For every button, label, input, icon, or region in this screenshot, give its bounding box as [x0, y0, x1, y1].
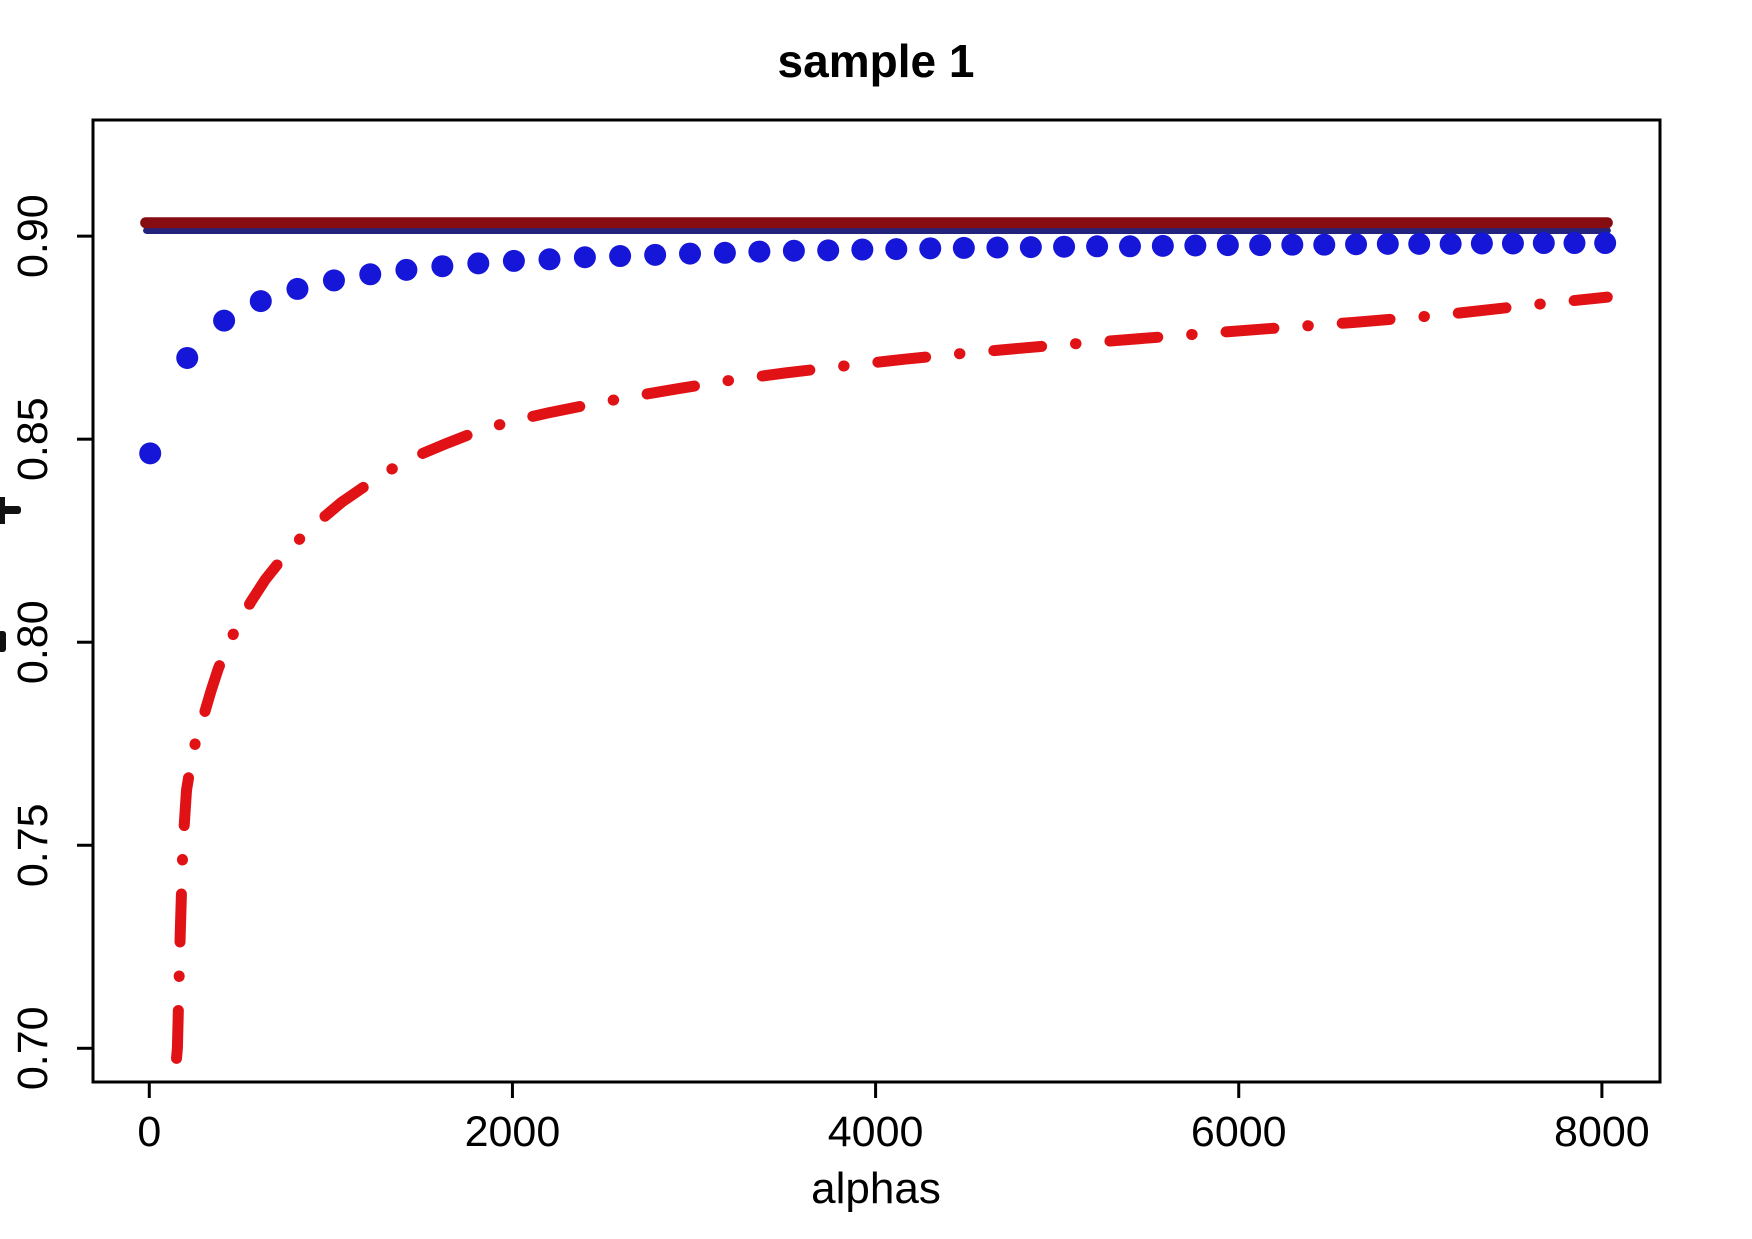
x-axis-title: alphas — [811, 1164, 941, 1213]
plot-box — [91, 118, 1662, 1084]
data-point — [885, 238, 908, 261]
data-point — [1563, 232, 1586, 255]
data-point — [1216, 234, 1239, 257]
data-point — [609, 245, 632, 268]
blue-estimate-points — [139, 232, 1617, 465]
x-axis-tick-label: 4000 — [828, 1108, 924, 1156]
data-point — [1439, 232, 1462, 255]
data-point — [1501, 232, 1524, 255]
data-point — [1532, 232, 1555, 255]
data-point — [1086, 235, 1109, 258]
data-point — [249, 290, 272, 313]
data-point — [573, 246, 596, 269]
data-point — [213, 309, 236, 332]
data-point — [1470, 232, 1493, 255]
data-point — [1249, 234, 1272, 257]
data-point — [644, 243, 667, 266]
x-axis-tick-label: 8000 — [1554, 1108, 1650, 1156]
red-dashdot-curve — [171, 291, 1613, 1064]
data-point — [679, 242, 702, 265]
x-axis-tick-label: 2000 — [465, 1108, 561, 1156]
data-point — [1053, 235, 1076, 258]
data-point — [1376, 232, 1399, 255]
data-point — [286, 277, 309, 300]
data-point — [713, 241, 736, 264]
y-axis-tick-label: 0.90 — [9, 194, 57, 278]
data-point — [919, 237, 942, 260]
data-point — [1345, 233, 1368, 256]
y-axis-tick-label: 0.85 — [9, 397, 57, 481]
y-axis-tick-label: 0.70 — [9, 1006, 57, 1090]
data-point — [1281, 233, 1304, 256]
data-point — [748, 240, 771, 263]
data-point — [395, 258, 418, 281]
data-point — [1408, 232, 1431, 255]
data-point — [467, 252, 490, 275]
y-axis-tick-label: 0.80 — [9, 600, 57, 684]
data-point — [322, 269, 345, 292]
data-point — [431, 255, 454, 278]
data-point — [502, 249, 525, 272]
data-point — [1019, 236, 1042, 259]
data-point — [1594, 232, 1617, 255]
data-point — [1118, 235, 1141, 258]
y-axis-title-fragment — [0, 497, 21, 652]
data-point — [538, 248, 561, 271]
y-axis-tick-label: 0.75 — [9, 803, 57, 887]
data-point — [1184, 234, 1207, 257]
x-axis-tick-label: 6000 — [1191, 1108, 1287, 1156]
data-point — [851, 238, 874, 261]
data-point — [782, 239, 805, 262]
data-point — [986, 236, 1009, 259]
data-point — [139, 442, 162, 465]
chart-title: sample 1 — [778, 35, 975, 87]
data-point — [359, 263, 382, 286]
data-point — [952, 236, 975, 259]
data-point — [1151, 234, 1174, 257]
x-axis-tick-label: 0 — [137, 1108, 161, 1156]
data-point — [176, 346, 199, 369]
data-point — [817, 239, 840, 262]
data-point — [1313, 233, 1336, 256]
